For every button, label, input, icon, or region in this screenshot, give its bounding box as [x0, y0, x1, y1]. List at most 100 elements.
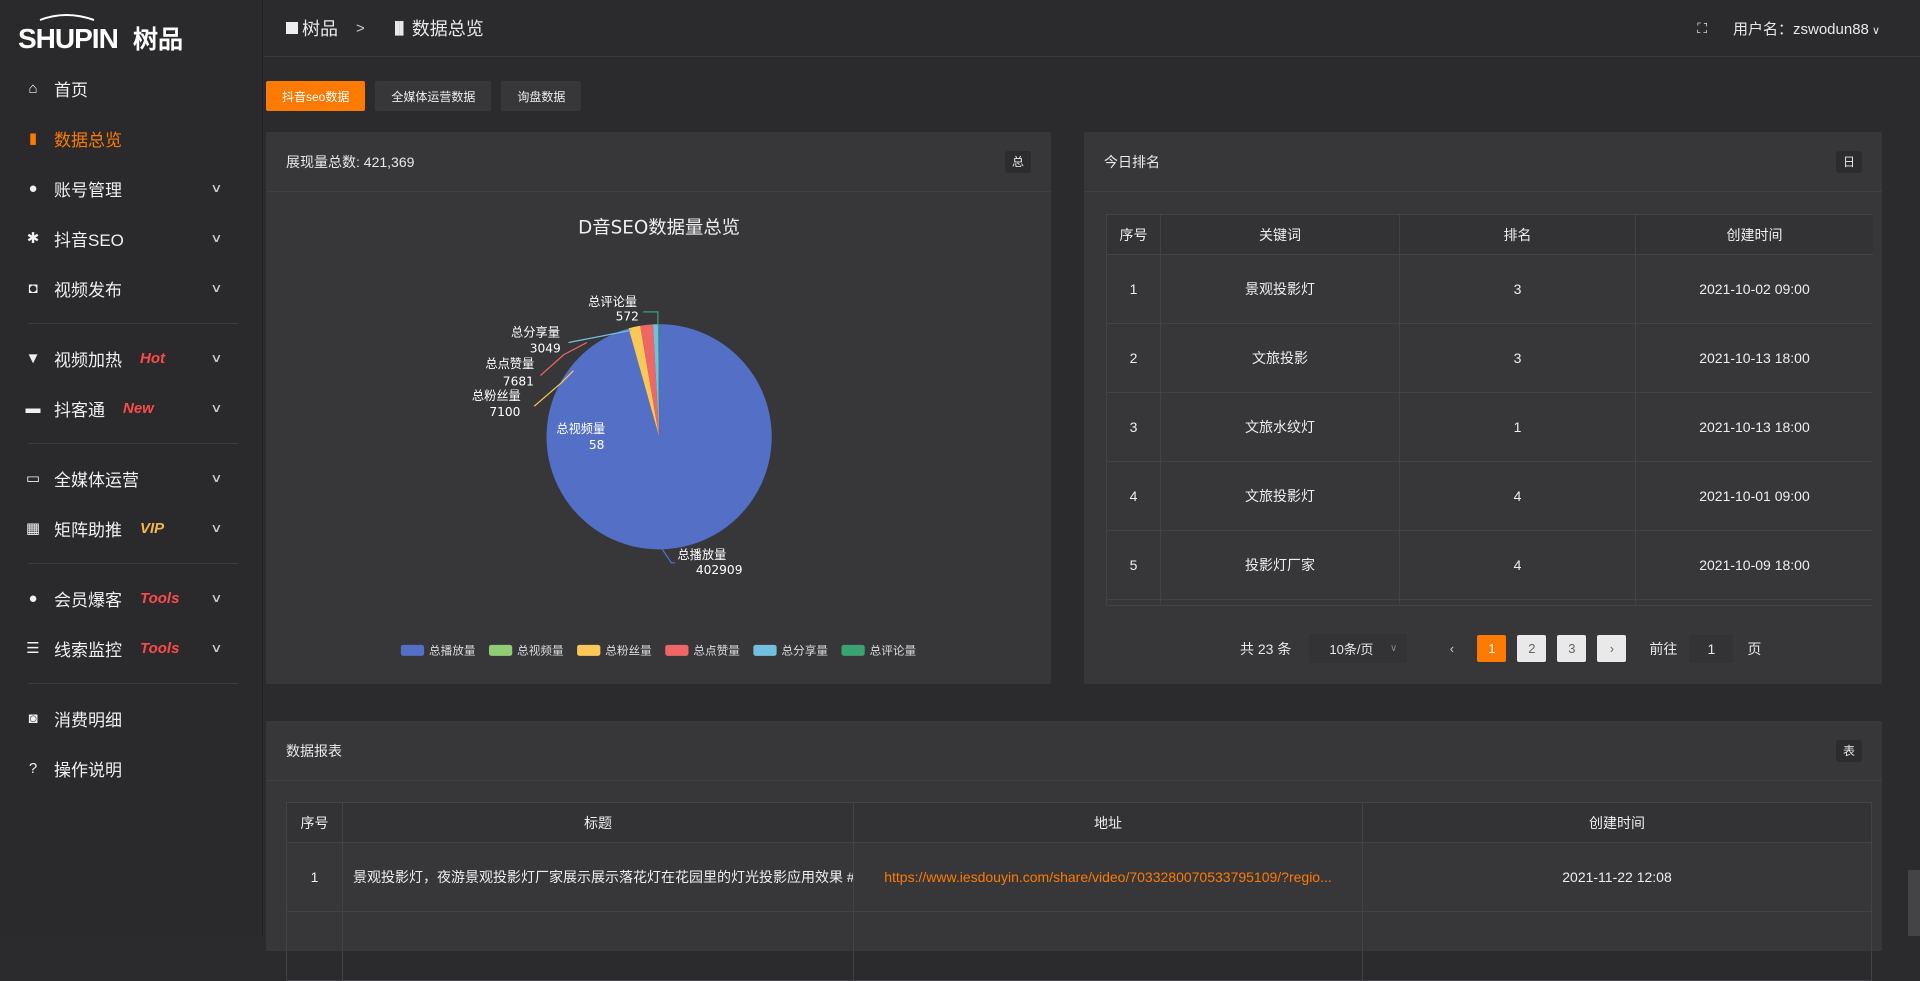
grid-icon: ▦ [25, 520, 41, 537]
pie-slice[interactable] [653, 324, 660, 437]
sidebar-item-10[interactable]: ☰ 线索监控 Tools ∨ [0, 623, 262, 673]
chat-icon: ▬ [25, 399, 41, 417]
legend-swatch[interactable] [400, 644, 425, 656]
ranking-table: 序号 关键词 排名 创建时间 1 景观投影灯 3 2021-10-02 09:00 2 文… [1106, 214, 1873, 605]
legend-label[interactable]: 总粉丝量 [605, 644, 652, 658]
sidebar-item-12[interactable]: ? 操作说明 [0, 743, 262, 793]
legend-swatch[interactable] [488, 644, 513, 656]
sidebar-badge: VIP [140, 519, 165, 537]
slice-label: 总评论量 [588, 295, 637, 309]
col-index: 序号 [1106, 214, 1161, 255]
chevron-down-icon: ∨ [210, 231, 223, 245]
sidebar-item-8[interactable]: ▦ 矩阵助推 VIP ∨ [0, 503, 262, 553]
sidebar-item-9[interactable]: ● 会员爆客 Tools ∨ [0, 573, 262, 623]
legend-swatch[interactable] [753, 644, 777, 656]
sidebar-item-label: 抖音SEO [54, 230, 124, 250]
fullscreen-icon[interactable]: ⛶ [1697, 19, 1707, 36]
page-3[interactable]: 3 [1557, 635, 1587, 662]
sidebar-badge: Tools [140, 589, 180, 607]
goto-page-input[interactable]: 1 [1689, 634, 1734, 663]
page-suffix: 页 [1747, 640, 1762, 657]
cell-url-link[interactable]: https://www.iesdouyin.com/share/video/70… [853, 842, 1363, 912]
chevron-down-icon: ∨ [1868, 24, 1880, 37]
cell-0: 5 [1106, 530, 1161, 600]
overview-tag[interactable]: 总 [1005, 150, 1031, 173]
cell-0: 1 [1106, 254, 1161, 324]
sidebar-item-11[interactable]: ◙ 消费明细 [0, 693, 262, 743]
cell-2: 3 [1399, 323, 1636, 393]
chevron-down-icon: ∨ [210, 641, 223, 655]
slice-label: 总分享量 [511, 324, 560, 339]
scrollbar[interactable] [1908, 870, 1920, 936]
sidebar-item-1[interactable]: ▮ 数据总览 [0, 113, 262, 163]
logo[interactable]: SHUPIN 树品 [0, 0, 262, 63]
col-index: 序号 [286, 802, 343, 843]
pie-slice[interactable] [628, 325, 660, 437]
table-row: 4 文旅投影灯 4 2021-10-01 09:00 [1106, 461, 1873, 531]
page-1[interactable]: 1 [1477, 635, 1507, 662]
legend-label[interactable]: 总视频量 [517, 644, 564, 658]
ranking-table-wrap[interactable]: 序号 关键词 排名 创建时间 1 景观投影灯 3 2021-10-02 09:00 2 文… [1106, 214, 1873, 606]
label-line [539, 341, 588, 377]
table-row: 5 投影灯厂家 4 2021-10-09 18:00 [1106, 530, 1873, 600]
ranking-tag[interactable]: 日 [1836, 150, 1862, 173]
legend-swatch[interactable] [577, 644, 601, 656]
legend-swatch[interactable] [841, 644, 865, 656]
sidebar-item-7[interactable]: ▭ 全媒体运营 ∨ [0, 453, 262, 503]
user-label: 用户名：zswodun88 [1733, 20, 1869, 38]
sidebar-divider [28, 563, 238, 564]
chevron-down-icon: ∨ [210, 471, 223, 485]
user-icon: ● [28, 589, 38, 607]
col-created: 创建时间 [1635, 214, 1873, 255]
pie-slice[interactable] [640, 324, 660, 437]
sidebar-item-3[interactable]: ✱ 抖音SEO ∨ [0, 213, 262, 263]
legend-swatch[interactable] [665, 644, 689, 656]
legend-label[interactable]: 总点赞量 [693, 644, 740, 658]
pagination: 共 23 条 10条/页 ∨ ‹ 1 2 3 › 前往 1 页 [1084, 634, 1882, 663]
next-page-button[interactable]: › [1597, 635, 1627, 662]
slice-value: 402909 [696, 563, 743, 577]
data-tabs: 抖音seo数据 全媒体运营数据 询盘数据 [266, 81, 582, 111]
breadcrumb-home[interactable]: 树品 [302, 19, 338, 39]
pie-slice[interactable] [546, 324, 772, 550]
prev-page-button[interactable]: ‹ [1449, 641, 1455, 656]
cell-1: 文旅投影灯 [1160, 461, 1400, 531]
overview-title: 展现量总数: 421,369 [286, 153, 415, 170]
sidebar-item-label: 消费明细 [54, 710, 122, 730]
sidebar-item-5[interactable]: ▼ 视频加热 Hot ∨ [0, 333, 262, 383]
top-header: 树品 > ▐▌ 数据总览 ⛶ 用户名：zswodun88 ∨ [264, 0, 1920, 57]
table-row [286, 911, 1872, 981]
goto-label: 前往 [1649, 640, 1678, 657]
slice-value: 58 [589, 438, 605, 452]
legend-label[interactable]: 总分享量 [782, 644, 829, 658]
legend-label[interactable]: 总播放量 [429, 644, 476, 658]
sidebar-item-label: 抖客通 [54, 400, 105, 420]
report-header: 数据报表 表 [266, 721, 1882, 781]
breadcrumb: 树品 > ▐▌ 数据总览 [286, 15, 484, 41]
legend-label[interactable]: 总评论量 [870, 644, 917, 658]
tab-inquiry[interactable]: 询盘数据 [501, 81, 582, 111]
sidebar-item-4[interactable]: ◘ 视频发布 ∨ [0, 263, 262, 313]
col-title: 标题 [342, 802, 854, 843]
total-count: 共 23 条 [1240, 640, 1292, 657]
user-menu[interactable]: 用户名：zswodun88 ∨ [1733, 18, 1880, 39]
page-size-select[interactable]: 10条/页 ∨ [1309, 634, 1408, 663]
chart-title: D音SEO数据量总览 [578, 218, 740, 239]
cell-0: 3 [1106, 392, 1161, 462]
pie-slice[interactable] [628, 328, 660, 437]
monitor-stand-icon: ▼ [25, 349, 41, 367]
cell-3: 2021-10-13 18:00 [1635, 323, 1873, 393]
tab-all-media[interactable]: 全媒体运营数据 [375, 81, 492, 111]
cell-index: 1 [286, 842, 343, 912]
label-line [661, 547, 676, 564]
label-line [533, 370, 574, 407]
cell-1: 文旅投影 [1160, 323, 1400, 393]
report-tag[interactable]: 表 [1836, 739, 1862, 762]
pie-slice[interactable] [658, 324, 660, 437]
sidebar-item-2[interactable]: ● 账号管理 ∨ [0, 163, 262, 213]
sidebar-item-0[interactable]: ⌂ 首页 [0, 63, 262, 113]
table-row: 3 文旅水纹灯 1 2021-10-13 18:00 [1106, 392, 1873, 462]
page-2[interactable]: 2 [1517, 635, 1547, 662]
sidebar-item-6[interactable]: ▬ 抖客通 New ∨ [0, 383, 262, 433]
tab-douyin-seo[interactable]: 抖音seo数据 [266, 81, 366, 111]
